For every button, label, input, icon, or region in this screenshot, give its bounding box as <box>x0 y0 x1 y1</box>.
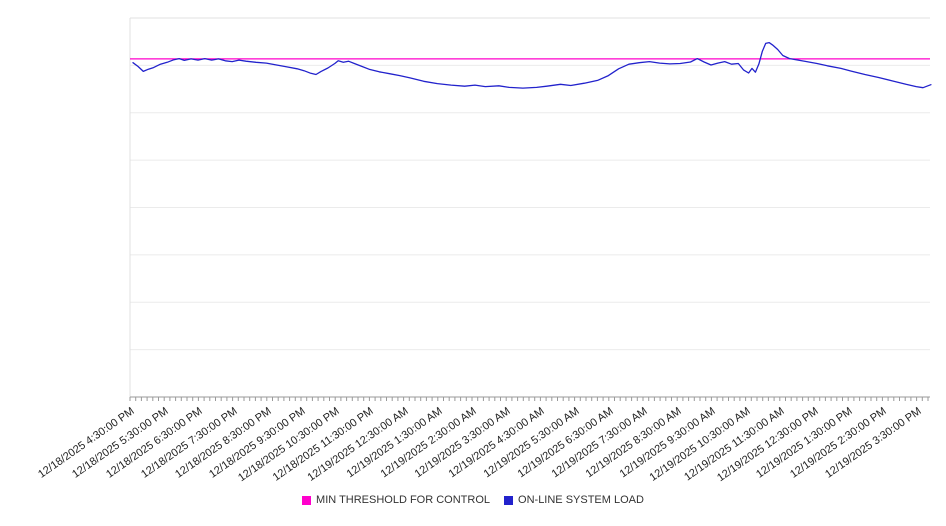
legend-item-load[interactable]: ON-LINE SYSTEM LOAD <box>504 494 644 506</box>
threshold-swatch-icon <box>302 495 312 505</box>
legend-label-load: ON-LINE SYSTEM LOAD <box>518 494 644 506</box>
legend-label-threshold: MIN THRESHOLD FOR CONTROL <box>316 494 491 506</box>
legend: MIN THRESHOLD FOR CONTROL ON-LINE SYSTEM… <box>0 494 946 506</box>
legend-item-threshold[interactable]: MIN THRESHOLD FOR CONTROL <box>302 494 490 506</box>
load-swatch-icon <box>504 495 514 505</box>
